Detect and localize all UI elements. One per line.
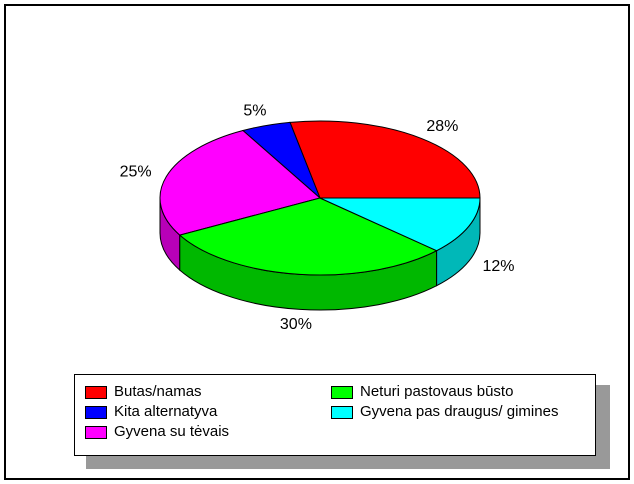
pie-slice bbox=[319, 197, 481, 252]
pie-tops bbox=[159, 120, 481, 276]
legend-item: Gyvena pas draugus/ gimines bbox=[331, 403, 560, 421]
data-label: 28% bbox=[426, 118, 458, 135]
data-label: 25% bbox=[120, 163, 152, 180]
pie-slice bbox=[289, 120, 481, 199]
legend-label: Kita alternatyva bbox=[114, 403, 218, 420]
legend: Butas/namas Kita alternatyva Gyvena su tėv… bbox=[74, 374, 596, 456]
data-label: 5% bbox=[243, 102, 266, 119]
legend-item: Neturi pastovaus būsto bbox=[331, 383, 560, 401]
legend-item: Kita alternatyva bbox=[85, 403, 314, 421]
data-label: 30% bbox=[280, 316, 312, 333]
legend-label: Gyvena pas draugus/ gimines bbox=[360, 403, 559, 420]
legend-swatch bbox=[85, 426, 107, 439]
legend-swatch bbox=[85, 406, 107, 419]
legend-label: Butas/namas bbox=[114, 383, 202, 400]
legend-label: Neturi pastovaus būsto bbox=[360, 383, 514, 400]
legend-item: Gyvena su tėvais bbox=[85, 423, 314, 441]
data-labels: 28% 5% 25% 30% 12% bbox=[120, 102, 515, 333]
data-label: 12% bbox=[483, 258, 515, 275]
legend-label: Gyvena su tėvais bbox=[114, 423, 230, 440]
legend-swatch bbox=[331, 386, 353, 399]
pie-slice bbox=[178, 197, 438, 276]
pie-slice bbox=[159, 129, 322, 236]
legend-swatch bbox=[331, 406, 353, 419]
legend-swatch bbox=[85, 386, 107, 399]
legend-item: Butas/namas bbox=[85, 383, 314, 401]
frame bbox=[4, 4, 630, 480]
